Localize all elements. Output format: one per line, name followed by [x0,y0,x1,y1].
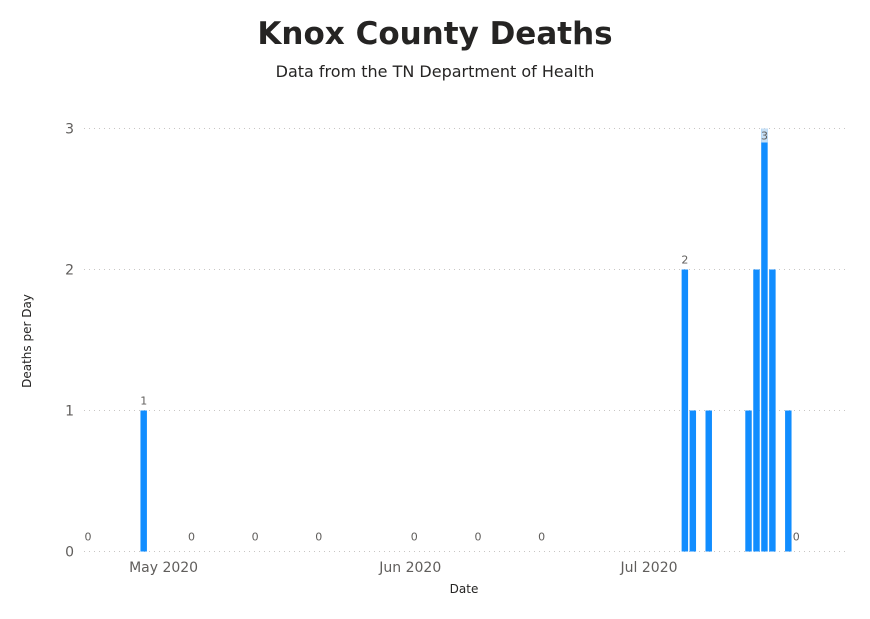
bar[interactable] [769,269,776,552]
chart-subtitle: Data from the TN Department of Health [275,62,595,81]
data-label: 0 [84,531,91,544]
data-labels: 0 1 0 0 0 0 0 0 2 3 0 [84,128,800,544]
bar[interactable] [745,410,752,552]
y-axis-label: Deaths per Day [20,294,34,388]
data-label: 0 [188,531,195,544]
y-tick-label: 3 [65,122,74,138]
data-label: 0 [411,531,418,544]
bar[interactable] [689,410,697,552]
y-axis-ticks: 0 1 2 3 [65,122,74,561]
x-axis-label: Date [450,582,479,596]
gridlines [84,128,848,552]
data-label-highlight [761,128,768,143]
y-tick-label: 1 [65,404,74,420]
x-tick-label: May 2020 [129,560,198,576]
data-label: 3 [761,130,768,143]
bar[interactable] [753,269,760,552]
data-label: 0 [538,531,545,544]
bar[interactable] [761,128,768,552]
data-label: 1 [140,395,147,408]
bar[interactable] [140,410,147,552]
bar[interactable] [705,410,712,552]
bar[interactable] [785,410,792,552]
x-tick-label: Jun 2020 [378,560,441,576]
data-label: 0 [252,531,259,544]
y-tick-label: 2 [65,263,74,279]
y-tick-label: 0 [65,545,74,561]
chart-title: Knox County Deaths [257,16,613,52]
data-label: 0 [315,531,322,544]
bar[interactable] [681,269,689,552]
data-label: 2 [681,254,688,267]
x-axis-ticks: May 2020 Jun 2020 Jul 2020 [129,560,677,576]
data-label: 0 [474,531,481,544]
bars [140,128,792,552]
data-label: 0 [793,531,800,544]
x-tick-label: Jul 2020 [620,560,678,576]
